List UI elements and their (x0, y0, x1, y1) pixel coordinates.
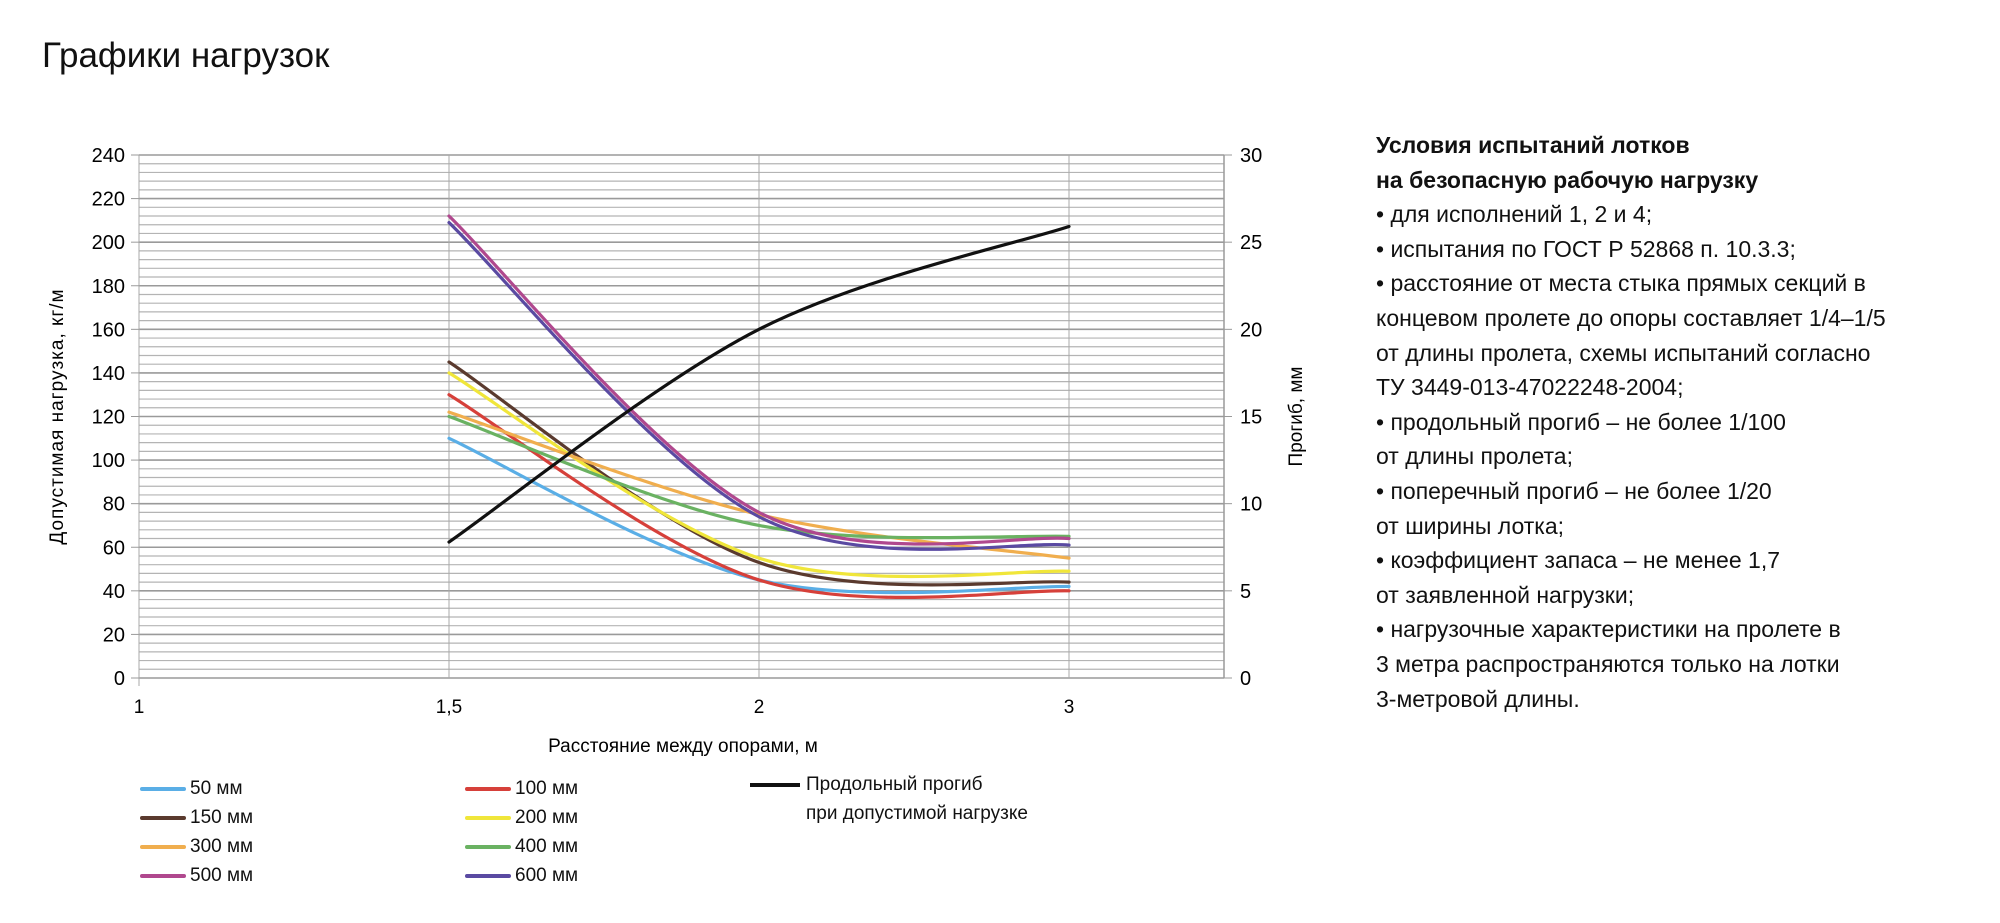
y-tick-label: 0 (114, 668, 125, 690)
notes-line: • нагрузочные характеристики на пролете … (1376, 616, 1841, 643)
legend-label: 500 мм (190, 865, 254, 886)
notes-heading: Условия испытаний лотков (1376, 132, 1690, 158)
legend-swatch (140, 845, 186, 849)
legend-item: 150 мм (140, 807, 253, 829)
y2-tick-label: 10 (1240, 494, 1262, 516)
deflection-line (447, 224, 1071, 544)
y-tick-label: 40 (103, 581, 125, 603)
notes-line: 3-метровой длины. (1376, 685, 1580, 712)
legend-label: 150 мм (190, 807, 254, 828)
y-tick-label: 180 (92, 276, 125, 298)
legend-label: 400 мм (515, 836, 579, 857)
series-line-200mm (447, 371, 1071, 579)
legend-swatch (465, 816, 511, 820)
notes-heading: на безопасную рабочую нагрузку (1376, 166, 1759, 193)
legend-item: 500 мм (140, 865, 253, 887)
y-tick-label: 240 (92, 145, 125, 167)
legend-label: 600 мм (515, 865, 579, 886)
notes-line: • испытания по ГОСТ Р 52868 п. 10.3.3; (1376, 235, 1796, 262)
y2-tick-label: 25 (1240, 232, 1262, 254)
notes-line: от длины пролета; (1376, 443, 1573, 470)
notes-line: • поперечный прогиб – не более 1/20 (1376, 477, 1772, 504)
load-chart: 1 1,5 2 30204060801001201401601802002202400… (47, 145, 1307, 757)
y2-tick-label: 20 (1240, 319, 1262, 341)
y2-tick-label: 30 (1240, 145, 1262, 167)
legend-swatch (140, 787, 186, 791)
y2-tick-label: 5 (1240, 581, 1251, 603)
legend-swatch (465, 787, 511, 791)
x-tick-label: 3 (1064, 697, 1075, 718)
y-tick-label: 20 (103, 624, 125, 646)
legend-item: 300 мм (140, 836, 253, 858)
legend-item: 50 мм (140, 778, 243, 800)
legend-label: при допустимой нагрузке (806, 803, 1028, 824)
legend-swatch (140, 816, 186, 820)
legend-label: 200 мм (515, 807, 579, 828)
y-tick-label: 160 (92, 319, 125, 341)
legend-swatch (465, 845, 511, 849)
notes-line: • расстояние от места стыка прямых секци… (1376, 270, 1866, 297)
y2-axis-title: Прогиб, мм (1286, 367, 1307, 467)
legend-item-deflection: Продольный прогиб при допустимой нагрузк… (750, 770, 1028, 828)
y-tick-label: 100 (92, 450, 125, 472)
y-tick-label: 220 (92, 189, 125, 211)
y-tick-label: 120 (92, 407, 125, 429)
legend-swatch (465, 874, 511, 878)
y-tick-label: 60 (103, 537, 125, 559)
x-tick-label: 1,5 (436, 697, 462, 718)
y-tick-label: 80 (103, 494, 125, 516)
x-tick-label: 2 (754, 697, 765, 718)
legend-label: 50 мм (190, 778, 243, 799)
notes-line: от длины пролета, схемы испытаний соглас… (1376, 339, 1871, 366)
notes-line: от ширины лотка; (1376, 512, 1565, 539)
x-tick-label: 1 (134, 697, 145, 718)
test-conditions: Условия испытаний лотков на безопасную р… (1376, 128, 1976, 716)
notes-line: • коэффициент запаса – не менее 1,7 (1376, 547, 1781, 574)
y-axis-title: Допустимая нагрузка, кг/м (47, 288, 68, 544)
series-line-400mm (447, 414, 1071, 540)
legend-swatch (750, 783, 800, 787)
page-title: Графики нагрузок (42, 36, 330, 75)
y2-tick-label: 15 (1240, 407, 1262, 429)
legend-item: 400 мм (465, 836, 578, 858)
series-line-150mm (447, 360, 1071, 587)
notes-line: • для исполнений 1, 2 и 4; (1376, 201, 1653, 228)
notes-line: 3 метра распространяются только на лотки (1376, 650, 1840, 677)
notes-line: • продольный прогиб – не более 1/100 (1376, 408, 1786, 435)
series-line-300mm (447, 410, 1071, 560)
notes-line: ТУ 3449-013-47022248-2004; (1376, 374, 1684, 401)
y-tick-label: 140 (92, 363, 125, 385)
legend-item: 100 мм (465, 778, 578, 800)
legend-label: 100 мм (515, 778, 579, 799)
series-line-500mm (447, 214, 1071, 546)
legend-swatch (140, 874, 186, 878)
series-line-600mm (447, 220, 1071, 551)
legend-item: 600 мм (465, 865, 578, 887)
series-line-100mm (447, 393, 1071, 599)
legend-label: Продольный прогиб (806, 774, 983, 795)
notes-line: концевом пролете до опоры составляет 1/4… (1376, 304, 1886, 331)
y-tick-label: 200 (92, 232, 125, 254)
legend-label: 300 мм (190, 836, 254, 857)
legend-item: 200 мм (465, 807, 578, 829)
y2-tick-label: 0 (1240, 668, 1251, 690)
x-axis-title: Расстояние между опорами, м (548, 736, 818, 757)
notes-line: от заявленной нагрузки; (1376, 581, 1635, 608)
